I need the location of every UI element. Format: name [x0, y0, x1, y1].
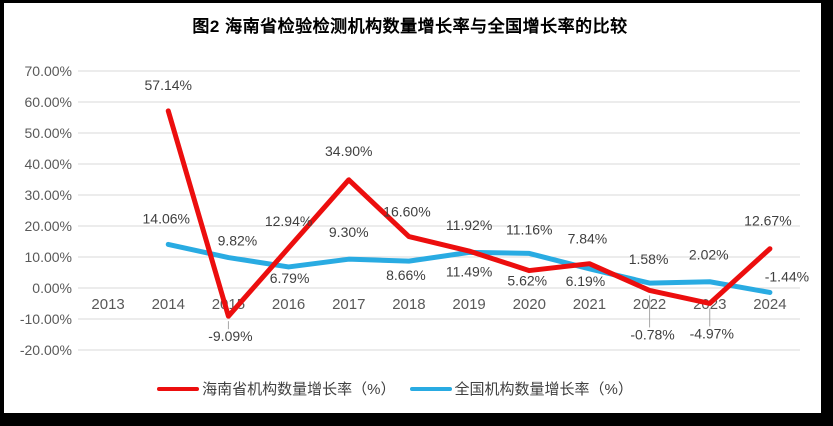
data-label: 7.84% — [568, 231, 608, 247]
page-border-left — [0, 0, 4, 426]
y-axis-tick-label: 40.00% — [25, 156, 72, 172]
y-axis-tick-label: 50.00% — [25, 125, 72, 141]
data-label: -4.97% — [690, 325, 734, 341]
x-category-label: 2016 — [272, 296, 305, 313]
data-label: -9.09% — [208, 328, 252, 344]
data-label: -1.44% — [765, 268, 809, 284]
data-label: 12.67% — [744, 213, 791, 229]
y-axis-tick-label: -20.00% — [20, 342, 72, 358]
data-label: 2.02% — [689, 247, 729, 263]
x-category-label: 2014 — [152, 296, 185, 313]
data-label: 1.58% — [629, 251, 669, 267]
y-axis-tick-label: 20.00% — [25, 218, 72, 234]
data-label: 57.14% — [145, 77, 192, 93]
x-category-label: 2017 — [332, 296, 365, 313]
data-label: 12.94% — [265, 213, 312, 229]
page-border-top — [0, 0, 833, 3]
data-label: 34.90% — [325, 143, 372, 159]
series-line-hainan — [165, 108, 773, 319]
data-label: 14.06% — [143, 210, 190, 226]
x-category-label: 2021 — [573, 296, 606, 313]
legend-item-hainan: 海南省机构数量增长率（%） — [157, 378, 396, 399]
x-category-label: 2024 — [753, 296, 786, 313]
x-category-label: 2019 — [452, 296, 485, 313]
data-label: 9.30% — [329, 224, 369, 240]
legend-line-icon-national — [409, 386, 452, 391]
x-category-label: 2013 — [91, 296, 124, 313]
data-label: 6.79% — [270, 270, 310, 286]
data-label: 16.60% — [383, 204, 430, 220]
legend-label-hainan: 海南省机构数量增长率（%） — [202, 381, 396, 398]
x-category-label: 2020 — [513, 296, 546, 313]
y-axis-tick-label: 30.00% — [25, 187, 72, 203]
data-label: 5.62% — [507, 273, 547, 289]
data-label: -0.78% — [630, 326, 674, 342]
chart-title: 图2 海南省检验检测机构数量增长率与全国增长率的比较 — [192, 17, 628, 36]
legend: 海南省机构数量增长率（%） 全国机构数量增长率（%） — [0, 378, 790, 399]
data-label: 9.82% — [218, 233, 258, 249]
y-axis-tick-label: 60.00% — [25, 94, 72, 110]
data-label: 11.16% — [506, 221, 552, 237]
x-category-label: 2018 — [392, 296, 425, 313]
page-border-right — [821, 0, 833, 426]
data-label: 11.49% — [446, 263, 492, 279]
data-label: 6.19% — [566, 273, 606, 289]
y-axis-tick-label: 70.00% — [25, 63, 72, 79]
y-axis-tick-label: 0.00% — [32, 280, 72, 296]
page-border-bottom — [0, 413, 833, 426]
legend-item-national: 全国机构数量增长率（%） — [409, 378, 633, 399]
data-label: 11.92% — [446, 217, 492, 233]
legend-line-icon-hainan — [157, 386, 200, 391]
y-axis-tick-label: -10.00% — [20, 311, 72, 327]
y-axis-tick-label: 10.00% — [25, 249, 72, 265]
legend-label-national: 全国机构数量增长率（%） — [454, 381, 633, 398]
data-label: 8.66% — [386, 267, 426, 283]
